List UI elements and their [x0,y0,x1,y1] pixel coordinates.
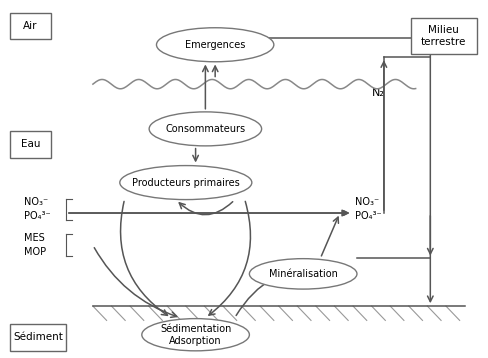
FancyBboxPatch shape [10,13,51,39]
FancyBboxPatch shape [10,324,66,351]
Text: NO₃⁻
PO₄³⁻: NO₃⁻ PO₄³⁻ [24,197,51,222]
Ellipse shape [120,165,251,200]
FancyBboxPatch shape [410,18,476,54]
Ellipse shape [156,28,273,62]
Text: NO₃⁻
PO₄³⁻: NO₃⁻ PO₄³⁻ [354,197,380,222]
FancyBboxPatch shape [10,131,51,158]
Text: Sédimentation
Adsorption: Sédimentation Adsorption [160,324,231,346]
Text: MES
MOP: MES MOP [24,233,46,257]
Ellipse shape [142,319,249,351]
Text: Eau: Eau [21,139,40,149]
Text: Producteurs primaires: Producteurs primaires [132,178,239,188]
Text: Sédiment: Sédiment [13,333,62,342]
Text: Minéralisation: Minéralisation [268,269,337,279]
Text: Emergences: Emergences [184,40,245,50]
Text: Consommateurs: Consommateurs [165,124,245,134]
Text: Milieu
terrestre: Milieu terrestre [420,25,466,47]
Text: N₂: N₂ [371,88,384,98]
Ellipse shape [249,258,356,289]
Ellipse shape [149,112,261,146]
Text: Air: Air [23,21,38,31]
